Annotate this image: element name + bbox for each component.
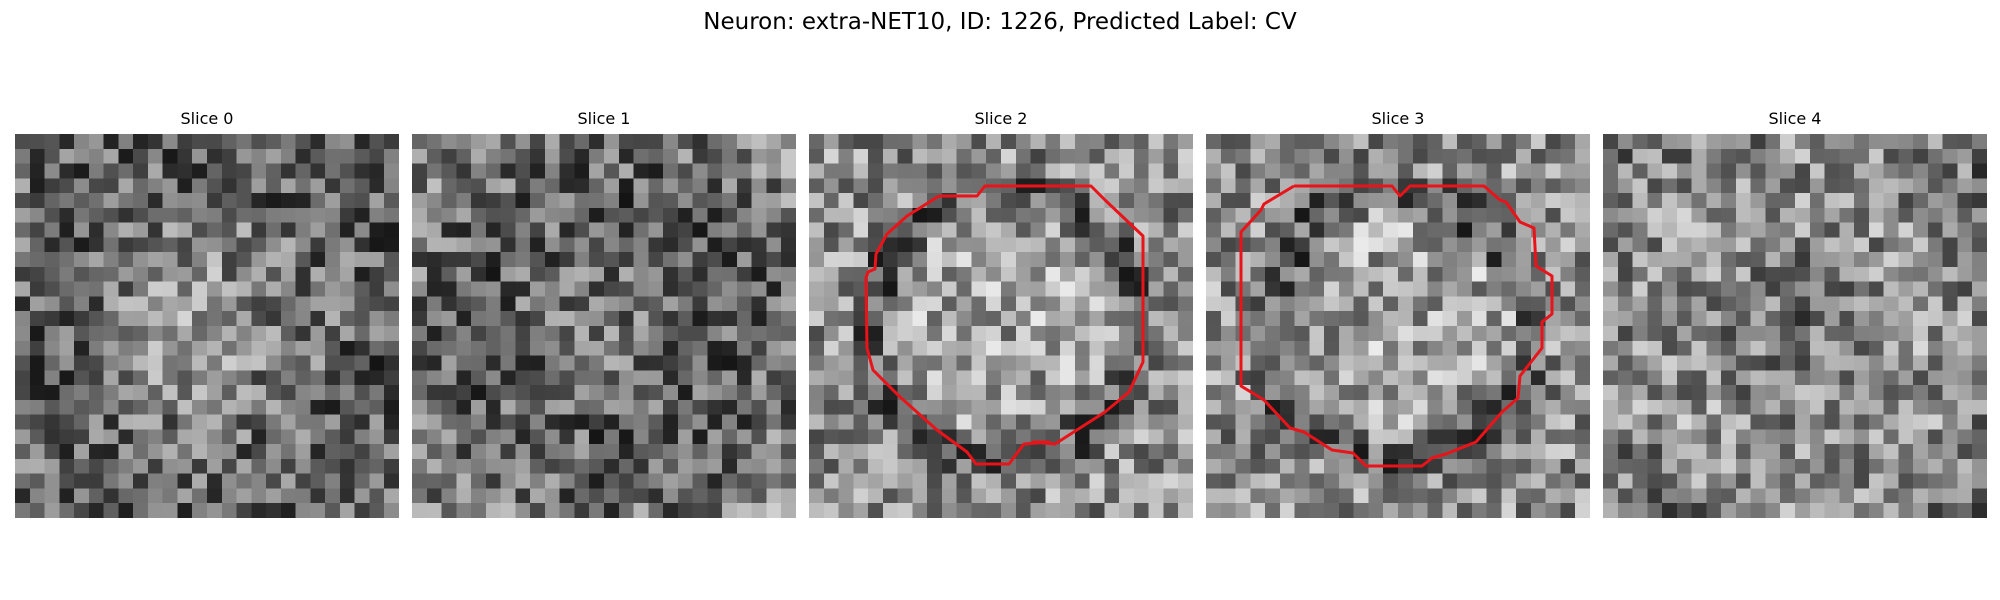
slice-panel-2: Slice 2 [809,108,1193,518]
slice-title: Slice 2 [974,109,1028,128]
contour-line [1239,184,1554,468]
slice-image [1603,134,1987,518]
slice-title: Slice 3 [1371,109,1425,128]
slice-image [1206,134,1590,518]
segmentation-contour [864,184,1145,466]
slice-panel-3: Slice 3 [1206,108,1590,518]
grayscale-microscopy-image [15,134,399,518]
contour-line [864,184,1145,466]
slice-title: Slice 0 [180,109,234,128]
slice-image [412,134,796,518]
grayscale-microscopy-image [809,134,1193,518]
slice-panel-0: Slice 0 [15,108,399,518]
slice-image [809,134,1193,518]
figure-title: Neuron: extra-NET10, ID: 1226, Predicted… [703,9,1297,35]
slice-panel-4: Slice 4 [1603,108,1987,518]
segmentation-contour [1239,184,1554,468]
slice-image [15,134,399,518]
grayscale-microscopy-image [412,134,796,518]
grayscale-microscopy-image [1206,134,1590,518]
slice-title: Slice 1 [577,109,631,128]
slice-panel-1: Slice 1 [412,108,796,518]
grayscale-microscopy-image [1603,134,1987,518]
slice-title: Slice 4 [1768,109,1822,128]
